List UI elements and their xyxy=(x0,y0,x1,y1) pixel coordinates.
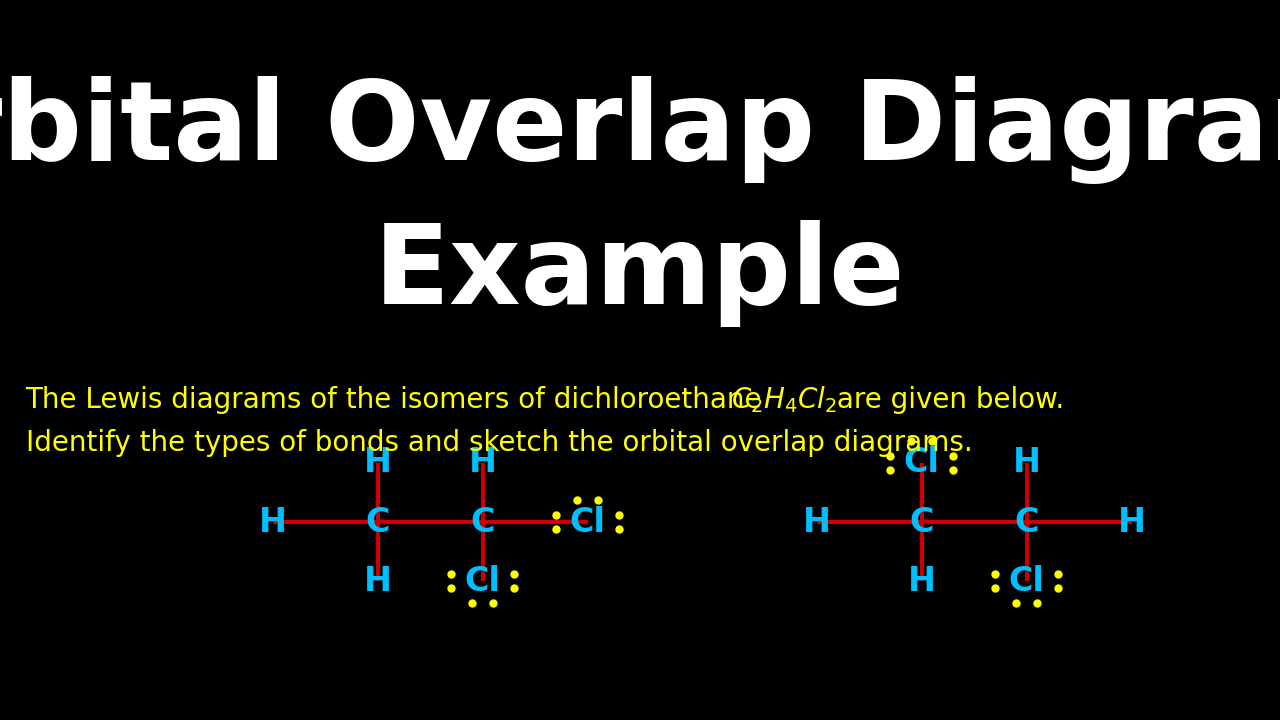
Text: Cl: Cl xyxy=(1009,564,1044,598)
Text: H: H xyxy=(1117,505,1146,539)
Text: H: H xyxy=(364,446,392,480)
Text: C: C xyxy=(470,505,495,539)
Text: are given below.: are given below. xyxy=(828,386,1064,413)
Text: C: C xyxy=(1014,505,1039,539)
Text: The Lewis diagrams of the isomers of dichloroethane: The Lewis diagrams of the isomers of dic… xyxy=(26,386,771,413)
Text: Cl: Cl xyxy=(570,505,605,539)
Text: C: C xyxy=(909,505,934,539)
Text: H: H xyxy=(468,446,497,480)
Text: Identify the types of bonds and sketch the orbital overlap diagrams.: Identify the types of bonds and sketch t… xyxy=(26,429,973,456)
Text: Cl: Cl xyxy=(904,446,940,480)
Text: H: H xyxy=(803,505,831,539)
Text: Orbital Overlap Diagram,: Orbital Overlap Diagram, xyxy=(0,76,1280,184)
Text: C: C xyxy=(365,505,390,539)
Text: $\mathit{C_2H_4Cl_2}$: $\mathit{C_2H_4Cl_2}$ xyxy=(731,384,837,415)
Text: H: H xyxy=(908,564,936,598)
Text: Cl: Cl xyxy=(465,564,500,598)
Text: H: H xyxy=(259,505,287,539)
Text: H: H xyxy=(1012,446,1041,480)
Text: H: H xyxy=(364,564,392,598)
Text: Example: Example xyxy=(374,220,906,327)
